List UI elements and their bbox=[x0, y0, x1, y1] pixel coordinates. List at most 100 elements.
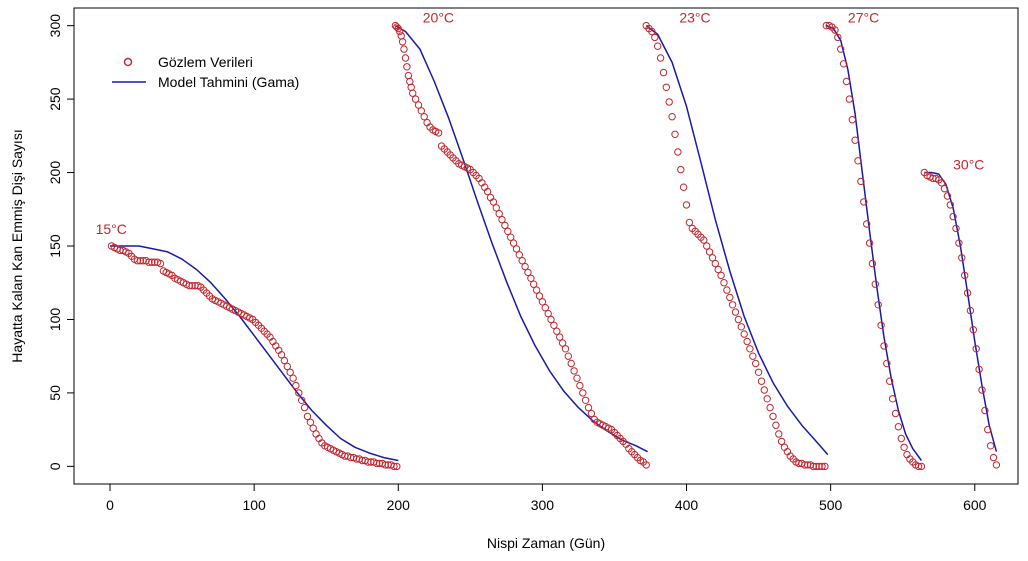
observed-point bbox=[303, 412, 312, 421]
observed-point bbox=[364, 458, 372, 466]
observed-point bbox=[483, 187, 492, 196]
observed-point bbox=[842, 77, 851, 86]
observed-point bbox=[731, 308, 740, 316]
observed-point bbox=[728, 301, 737, 309]
annotation-label: 23°C bbox=[679, 10, 710, 26]
observed-point bbox=[535, 292, 544, 300]
observed-point bbox=[581, 396, 590, 404]
observed-point bbox=[746, 345, 754, 353]
observed-point bbox=[501, 221, 509, 230]
observed-point bbox=[136, 257, 145, 265]
annotation-label: 27°C bbox=[848, 10, 879, 26]
legend-box bbox=[108, 47, 336, 97]
observed-point bbox=[295, 389, 303, 397]
x-tick-label: 400 bbox=[675, 497, 699, 513]
observed-point bbox=[564, 352, 572, 360]
observed-point bbox=[381, 461, 389, 469]
y-tick-label: 150 bbox=[47, 234, 63, 258]
observed-point bbox=[946, 201, 954, 209]
observed-point bbox=[891, 409, 900, 418]
observed-point bbox=[662, 83, 670, 92]
observed-point bbox=[839, 60, 848, 68]
observed-point bbox=[969, 326, 977, 334]
observed-point bbox=[984, 425, 992, 434]
observed-point bbox=[865, 239, 874, 247]
observed-point bbox=[972, 345, 980, 353]
observed-point bbox=[754, 368, 763, 376]
observed-point bbox=[584, 403, 593, 412]
observed-point bbox=[561, 345, 570, 353]
observed-point bbox=[877, 321, 885, 329]
observed-point bbox=[854, 157, 862, 165]
observed-point bbox=[815, 462, 823, 471]
x-axis-title: Nispi Zaman (Gün) bbox=[487, 535, 605, 551]
observed-point bbox=[671, 130, 679, 139]
observed-point bbox=[156, 259, 165, 268]
observed-point bbox=[937, 179, 946, 187]
observed-point bbox=[512, 245, 521, 253]
observed-point bbox=[547, 315, 555, 324]
observed-point bbox=[772, 421, 780, 429]
observed-point bbox=[883, 359, 891, 368]
observed-point bbox=[527, 274, 535, 282]
observed-point bbox=[966, 306, 975, 315]
model-line-4 bbox=[924, 171, 998, 452]
y-tick-label: 200 bbox=[47, 161, 63, 185]
observed-point bbox=[411, 95, 420, 103]
observed-point bbox=[863, 220, 871, 228]
observed-point bbox=[642, 461, 650, 469]
observed-point bbox=[532, 286, 541, 294]
observed-point bbox=[955, 239, 963, 247]
observed-point bbox=[757, 377, 766, 385]
observed-point bbox=[133, 257, 142, 265]
observed-point bbox=[509, 239, 518, 247]
observed-point bbox=[952, 224, 960, 233]
observed-point bbox=[809, 462, 817, 471]
x-tick-label: 0 bbox=[106, 497, 114, 513]
observed-point bbox=[277, 351, 286, 359]
observed-point bbox=[409, 89, 417, 97]
observed-point bbox=[556, 333, 564, 341]
model-line-2 bbox=[645, 25, 829, 456]
observed-point bbox=[306, 418, 315, 426]
observed-point bbox=[417, 107, 425, 115]
observed-point bbox=[579, 389, 587, 397]
observed-point bbox=[851, 136, 859, 144]
observed-point bbox=[700, 236, 708, 244]
x-tick-label: 300 bbox=[531, 497, 555, 513]
observed-point bbox=[659, 68, 668, 77]
annotation-label: 30°C bbox=[953, 157, 984, 173]
observed-point bbox=[682, 201, 691, 209]
observed-point bbox=[553, 327, 561, 335]
model-line-3 bbox=[826, 24, 923, 461]
observed-point bbox=[656, 54, 665, 62]
observed-point bbox=[541, 304, 549, 312]
observed-point bbox=[766, 403, 774, 412]
observed-point bbox=[498, 215, 506, 224]
y-axis: 0 50 100 150 200 250 300 bbox=[47, 14, 74, 470]
observed-point bbox=[963, 289, 972, 297]
observed-point bbox=[404, 71, 413, 80]
observed-point bbox=[654, 42, 662, 50]
observed-point bbox=[573, 374, 581, 382]
observed-point bbox=[538, 298, 547, 306]
observed-point bbox=[400, 45, 408, 53]
observed-point bbox=[845, 95, 854, 103]
observed-point bbox=[515, 251, 523, 259]
x-axis: 0 100 200 300 400 500 600 bbox=[106, 484, 987, 513]
observed-point bbox=[521, 262, 529, 271]
observed-point bbox=[871, 280, 879, 288]
observed-point bbox=[749, 352, 757, 360]
observed-point bbox=[734, 315, 743, 324]
observed-point bbox=[801, 461, 809, 469]
observed-point bbox=[289, 374, 297, 382]
annotation-label: 15°C bbox=[96, 221, 127, 237]
observed-point bbox=[978, 386, 986, 394]
observed-point bbox=[711, 259, 719, 268]
observed-point bbox=[373, 459, 381, 468]
observed-point bbox=[390, 462, 398, 471]
observed-point bbox=[518, 257, 526, 265]
observed-point bbox=[420, 113, 428, 121]
observed-point bbox=[834, 33, 842, 42]
observed-point bbox=[403, 63, 411, 71]
